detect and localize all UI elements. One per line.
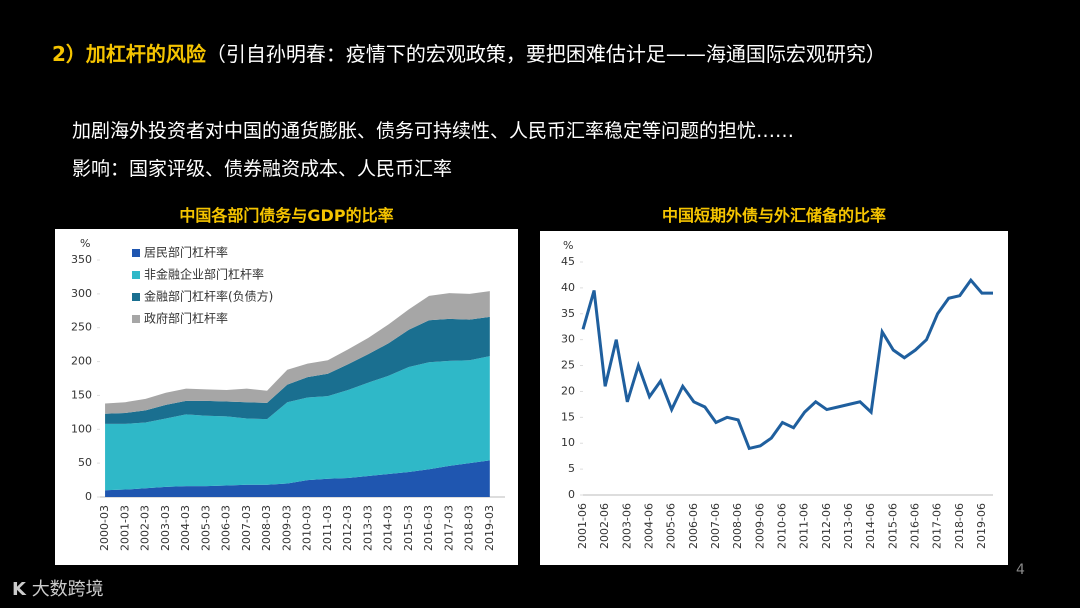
x-tick-label: 2009-06 [753, 503, 766, 549]
area [105, 316, 490, 424]
chart-title: 中国短期外债与外汇储备的比率 [661, 206, 886, 225]
chart-panel: % 0 5 10 15 20 25 30 35 40 45 2001-06 2002-06 2003-06… [540, 231, 1008, 565]
x-tick-label: 2008-06 [731, 503, 744, 549]
legend-label: 居民部门杠杆率 [144, 245, 228, 260]
y-tick-label: 45 [561, 255, 575, 268]
y-tick-label: 20 [561, 384, 575, 397]
body-line: 加剧海外投资者对中国的通货膨胀、债务可持续性、人民币汇率稳定等问题的担忧…… [72, 120, 795, 142]
y-tick-label: 200 [71, 355, 92, 368]
x-tick-label: 2003-06 [620, 503, 633, 549]
x-tick-label: 2002-06 [598, 503, 611, 549]
x-tick-label: 2015-06 [886, 503, 899, 549]
x-tick-label: 2014-03 [382, 505, 395, 551]
x-tick-label: 2010-03 [301, 505, 314, 551]
legend-label: 政府部门杠杆率 [144, 311, 228, 326]
panel-bg [540, 231, 1008, 565]
x-tick-label: 2001-06 [576, 503, 589, 549]
x-tick-label: 2009-03 [280, 505, 293, 551]
y-tick-label: 150 [71, 388, 92, 401]
x-tick-label: 2003-03 [159, 505, 172, 551]
y-axis-label: % [563, 239, 573, 252]
area [105, 356, 490, 491]
y-tick-label: 250 [71, 321, 92, 334]
header-title: 2）加杠杆的风险 [52, 42, 206, 66]
x-tick-label: 2018-06 [953, 503, 966, 549]
area [105, 291, 490, 414]
x-tick-label: 2012-03 [341, 505, 354, 551]
legend-swatch [132, 293, 140, 301]
x-tick-label: 2006-03 [220, 505, 233, 551]
x-tick-label: 2016-03 [422, 505, 435, 551]
x-tick-label: 2017-03 [442, 505, 455, 551]
x-tick-label: 2015-03 [402, 505, 415, 551]
x-tick-label: 2017-06 [931, 503, 944, 549]
x-tick-label: 2007-03 [240, 505, 253, 551]
x-tick-label: 2014-06 [864, 503, 877, 549]
header-source: （引自孙明春：疫情下的宏观政策，要把困难估计足——海通国际宏观研究） [205, 42, 886, 66]
y-tick-label: 5 [568, 462, 575, 475]
x-tick-label: 2013-03 [361, 505, 374, 551]
x-tick-label: 2013-06 [842, 503, 855, 549]
x-tick-label: 2005-03 [199, 505, 212, 551]
legend-label: 金融部门杠杆率(负债方) [144, 289, 273, 304]
legend-label: 非金融企业部门杠杆率 [144, 267, 264, 282]
x-tick-label: 2007-06 [709, 503, 722, 549]
y-tick-label: 300 [71, 287, 92, 300]
x-tick-label: 2004-03 [179, 505, 192, 551]
x-tick-label: 2002-03 [139, 505, 152, 551]
y-tick-label: 35 [561, 307, 575, 320]
x-tick-label: 2006-06 [687, 503, 700, 549]
x-tick-label: 2005-06 [665, 503, 678, 549]
y-tick-label: 30 [561, 333, 575, 346]
y-tick-label: 350 [71, 253, 92, 266]
x-tick-label: 2019-03 [483, 505, 496, 551]
chart-title: 中国各部门债务与GDP的比率 [179, 206, 394, 225]
y-tick-label: 15 [561, 410, 575, 423]
x-tick-label: 2000-03 [98, 505, 111, 551]
x-tick-label: 2004-06 [642, 503, 655, 549]
x-tick-label: 2011-06 [798, 503, 811, 549]
body-line: 影响：国家评级、债券融资成本、人民币汇率 [72, 158, 453, 180]
x-tick-label: 2016-06 [908, 503, 921, 549]
y-tick-label: 0 [568, 488, 575, 501]
x-tick-label: 2019-06 [975, 503, 988, 549]
y-tick-label: 25 [561, 359, 575, 372]
x-tick-label: 2012-06 [820, 503, 833, 549]
y-tick-label: 50 [78, 456, 92, 469]
page-number: 4 [1016, 562, 1025, 578]
y-tick-label: 0 [85, 490, 92, 503]
y-axis-label: % [80, 237, 90, 250]
legend-swatch [132, 271, 140, 279]
line [581, 277, 993, 451]
x-tick-label: 2008-03 [260, 505, 273, 551]
legend-swatch [132, 315, 140, 323]
y-tick-label: 40 [561, 281, 575, 294]
x-tick-label: 2001-03 [118, 505, 131, 551]
x-tick-label: 2010-06 [775, 503, 788, 549]
x-tick-label: 2011-03 [321, 505, 334, 551]
header: 2）加杠杆的风险（引自孙明春：疫情下的宏观政策，要把困难估计足——海通国际宏观研… [52, 38, 886, 67]
x-tick-label: 2018-03 [463, 505, 476, 551]
area [105, 460, 490, 497]
logo: K 大数跨境 [12, 579, 104, 600]
chart-panel: % 0 50 100 150 200 250 300 350 2000-03 2001-03 2002… [55, 229, 518, 565]
legend-swatch [132, 249, 140, 257]
y-tick-label: 10 [561, 436, 575, 449]
y-tick-label: 100 [71, 422, 92, 435]
logo-text: 大数跨境 [31, 579, 104, 600]
